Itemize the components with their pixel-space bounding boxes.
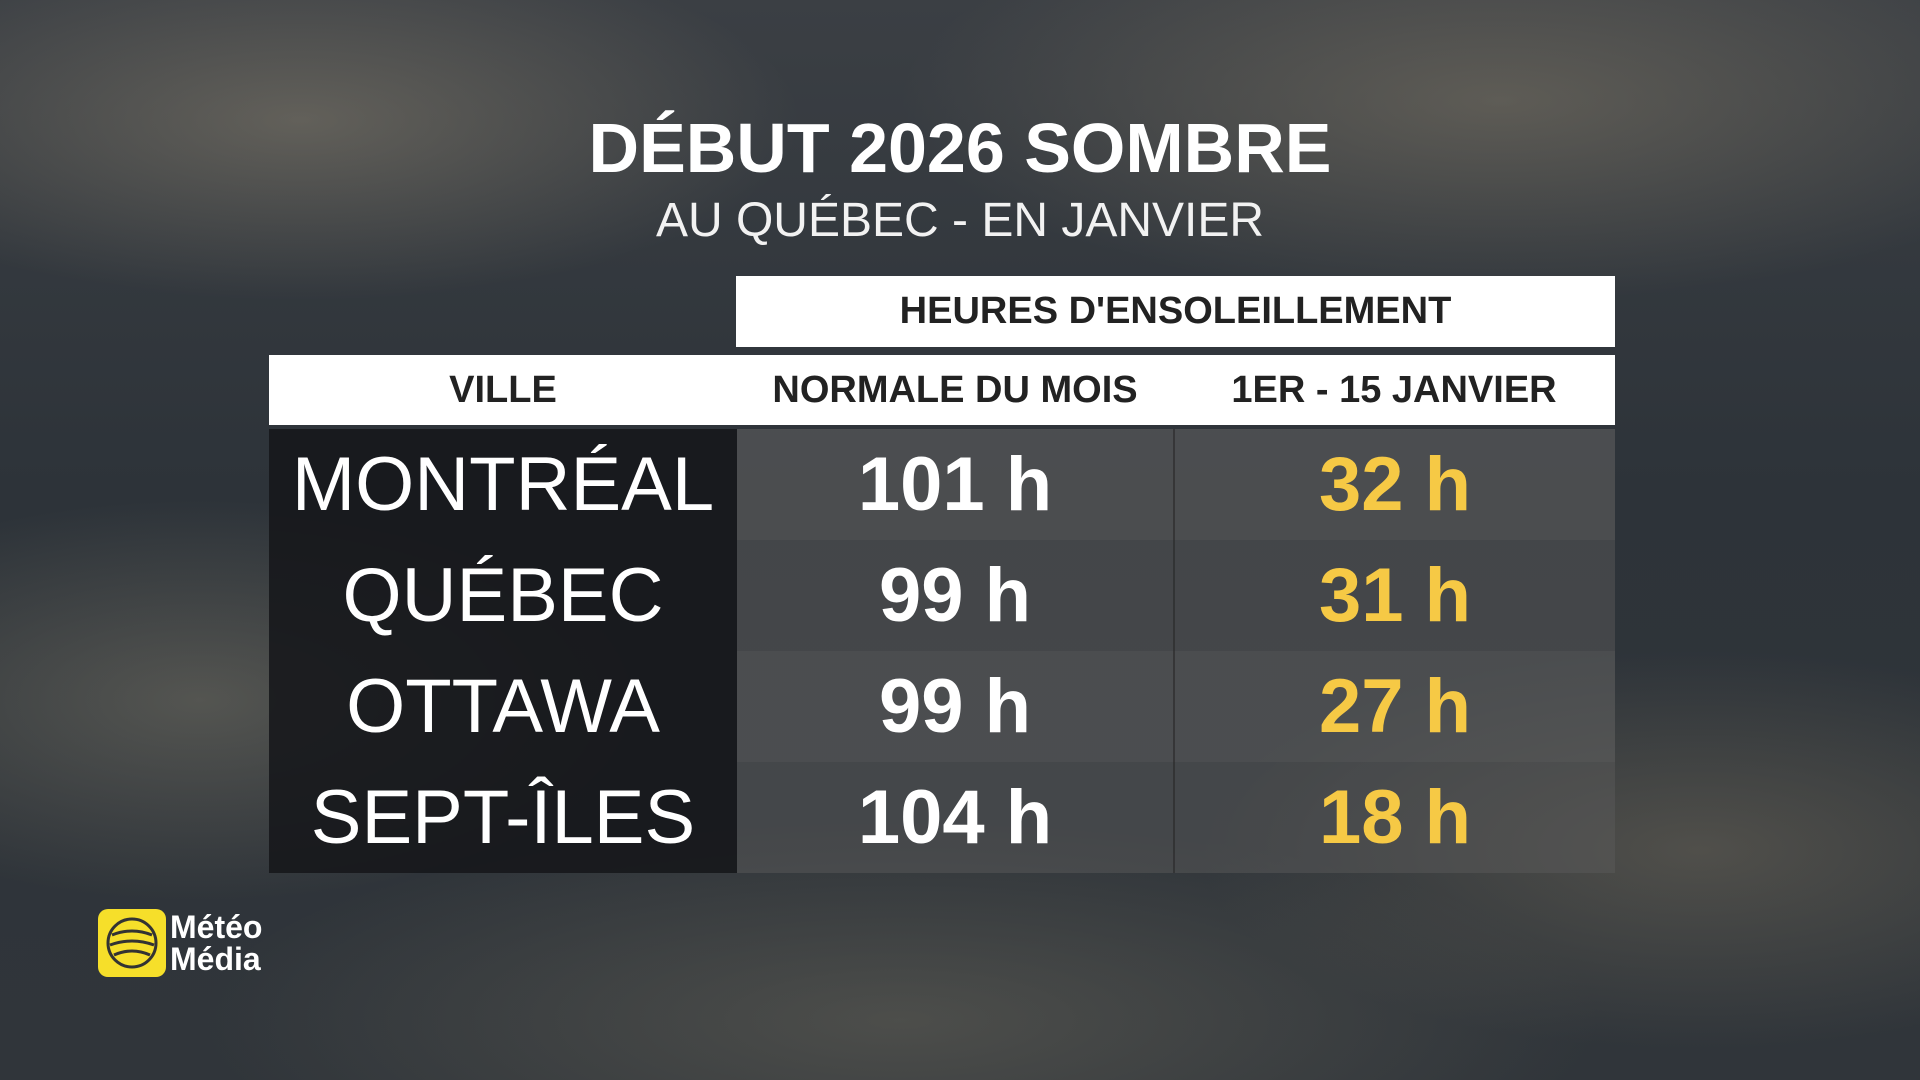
- column-header: NORMALE DU MOIS: [737, 355, 1173, 425]
- column-header: 1ER - 15 JANVIER: [1173, 355, 1615, 425]
- logo-text: Média: [170, 940, 261, 977]
- value-cell: 99 h: [737, 651, 1173, 762]
- subtitle: AU QUÉBEC - EN JANVIER: [655, 193, 1265, 247]
- column-header: VILLE: [269, 355, 737, 425]
- group-header: HEURES D'ENSOLEILLEMENT: [736, 276, 1615, 347]
- city-cell: OTTAWA: [269, 651, 737, 762]
- title: DÉBUT 2026 SOMBRE: [588, 109, 1332, 187]
- logo-text: Météo: [170, 908, 263, 945]
- logo-icon: [98, 909, 166, 977]
- logo-globe: [106, 917, 158, 969]
- value-cell: 27 h: [1173, 651, 1615, 762]
- value-cell: 99 h: [737, 540, 1173, 651]
- value-cell: 31 h: [1173, 540, 1615, 651]
- city-cell: SEPT-ÎLES: [269, 762, 737, 873]
- value-cell: 18 h: [1173, 762, 1615, 873]
- value-cell: 101 h: [737, 429, 1173, 540]
- value-cell: 104 h: [737, 762, 1173, 873]
- city-cell: QUÉBEC: [269, 540, 737, 651]
- value-cell: 32 h: [1173, 429, 1615, 540]
- city-cell: MONTRÉAL: [269, 429, 737, 540]
